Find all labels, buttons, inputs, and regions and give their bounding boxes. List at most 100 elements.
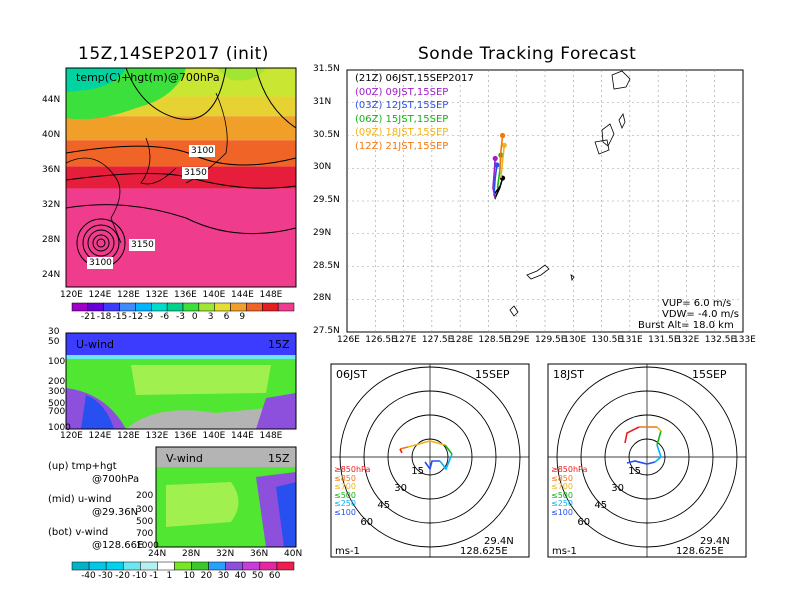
v-wind-p-tick: 200 xyxy=(136,491,154,501)
v-wind-p-tick: 700 xyxy=(136,529,154,539)
u-wind-label: U-wind xyxy=(76,338,115,351)
track-legend-entry: (00Z) 09JST,15SEP xyxy=(355,86,449,98)
note-line: @29.36N xyxy=(92,507,139,518)
hodograph-trace xyxy=(399,446,409,450)
temp-colorbar-cell xyxy=(119,302,136,312)
track-legend-entry: (06Z) 15JST,15SEP xyxy=(355,113,449,125)
hodograph-level-label: ≤700 xyxy=(334,482,356,491)
hodograph-level-label: ≤700 xyxy=(551,482,573,491)
hodo2-unit: ms-1 xyxy=(552,546,577,557)
track-legend-entry: (09Z) 18JST,15SEP xyxy=(355,127,449,138)
temp-colorbar-label: 9 xyxy=(239,312,246,322)
u-wind-p-tick: 200 xyxy=(48,377,66,387)
map-frame xyxy=(65,67,297,288)
track-lon-tick: 131.5E xyxy=(648,335,680,345)
temp-colorbar-cell xyxy=(71,302,89,312)
hodo1-lon: 128.625E xyxy=(460,546,508,557)
wind-colorbar-label: 50 xyxy=(251,571,264,581)
track-lat-tick: 29.5N xyxy=(313,195,340,205)
v-wind-lat-tick: 28N xyxy=(182,549,201,559)
temp-colorbar-label: -12 xyxy=(128,312,144,322)
hodograph-trace xyxy=(444,444,453,455)
hodograph-level-label: ≤500 xyxy=(334,490,356,500)
wind-colorbar-cell xyxy=(191,561,209,571)
u-wind-lon-tick: 120E xyxy=(60,431,83,441)
hodo1-unit: ms-1 xyxy=(335,546,360,557)
track-lon-tick: 132E xyxy=(676,335,700,345)
wind-colorbar-label: 60 xyxy=(268,571,281,581)
param-burst: Burst Alt= 18.0 km xyxy=(638,320,734,331)
track-lon-tick: 130E xyxy=(563,335,587,345)
typhoon-contour-ring xyxy=(92,234,110,252)
hodograph-trace xyxy=(407,440,446,448)
typhoon-contour-ring xyxy=(87,229,115,257)
u-wind-p-tick: 500 xyxy=(48,399,66,409)
hodograph-trace xyxy=(626,460,656,465)
track-lat-tick: 30N xyxy=(313,162,332,173)
track-lon-tick: 131E xyxy=(619,335,643,345)
hodograph-ring-label: 30 xyxy=(611,482,625,494)
wind-colorbar-cell xyxy=(157,561,175,571)
wind-colorbar-label: 10 xyxy=(183,571,195,581)
v-wind-p-tick: 300 xyxy=(136,505,154,515)
hodograph-ring-label: 15 xyxy=(411,465,424,477)
map-temp-band xyxy=(66,166,296,189)
track-lat-tick: 30.5N xyxy=(313,129,340,140)
note-line: @700hPa xyxy=(92,474,140,485)
map-height-contour xyxy=(125,67,227,120)
note-line: @128.66E xyxy=(92,540,144,551)
hodograph-trace xyxy=(656,430,662,446)
map-lon-tick: 136E xyxy=(174,290,197,300)
hodograph-trace xyxy=(654,444,662,463)
temp-colorbar-label: -21 xyxy=(80,312,96,322)
sonde-track-endpoint xyxy=(501,142,507,148)
temp-colorbar-label: -18 xyxy=(96,312,112,322)
track-lat-tick: 31.5N xyxy=(313,64,340,74)
u-wind-layer xyxy=(81,395,114,429)
sonde-track-endpoint xyxy=(494,162,500,168)
v-wind-layer xyxy=(276,482,296,547)
temp-colorbar-cell xyxy=(246,302,263,312)
track-lon-tick: 127.5E xyxy=(421,335,454,345)
temp-colorbar-cell xyxy=(103,302,120,312)
hodo2-lon: 128.625E xyxy=(676,546,724,557)
map-coastline xyxy=(65,157,122,244)
wind-colorbar-label: -20 xyxy=(115,571,130,581)
v-wind-lat-tick: 24N xyxy=(148,549,167,559)
temp-colorbar-cell xyxy=(182,302,200,312)
map-lon-tick: 144E xyxy=(231,290,254,300)
v-wind-lat-tick: 36N xyxy=(250,549,269,559)
u-wind-frame xyxy=(65,332,297,430)
left-title: 15Z,14SEP2017 (init) xyxy=(78,44,269,64)
map-lon-tick: 120E xyxy=(60,290,83,300)
island xyxy=(601,123,615,147)
track-lon-tick: 128.5E xyxy=(478,335,510,345)
contour-label: 3150 xyxy=(131,240,154,250)
map-lon-tick: 148E xyxy=(259,290,283,300)
hodograph-level-label: ≥850hPa xyxy=(334,465,371,474)
u-wind-lon-tick: 128E xyxy=(117,431,140,441)
u-wind-p-tick: 700 xyxy=(48,407,66,417)
island xyxy=(618,113,626,129)
v-wind-lat-tick: 40N xyxy=(284,549,303,559)
contour-label-bg xyxy=(87,257,113,269)
temp-colorbar-cell xyxy=(230,302,247,312)
u-wind-lon-tick: 124E xyxy=(88,431,112,441)
map-lat-tick: 32N xyxy=(42,200,61,210)
hodo2-lat: 29.4N xyxy=(700,536,730,547)
u-wind-lon-tick: 140E xyxy=(202,431,226,441)
v-wind-p-tick: 500 xyxy=(136,517,154,527)
hodograph-ring-label: 60 xyxy=(360,516,374,528)
map-lat-tick: 28N xyxy=(42,235,61,245)
u-wind-p-tick: 30 xyxy=(48,327,60,337)
temp-colorbar-label: 6 xyxy=(223,312,230,322)
wind-colorbar-label: -1 xyxy=(149,571,159,581)
hodograph-ring-label: 15 xyxy=(628,465,641,477)
track-lon-tick: 129E xyxy=(506,335,530,345)
map-lat-tick: 40N xyxy=(42,130,61,140)
map-lon-tick: 124E xyxy=(88,290,112,300)
map-coastline xyxy=(140,137,177,185)
map-lon-tick: 128E xyxy=(117,290,140,300)
track-lat-tick: 28N xyxy=(313,293,332,304)
